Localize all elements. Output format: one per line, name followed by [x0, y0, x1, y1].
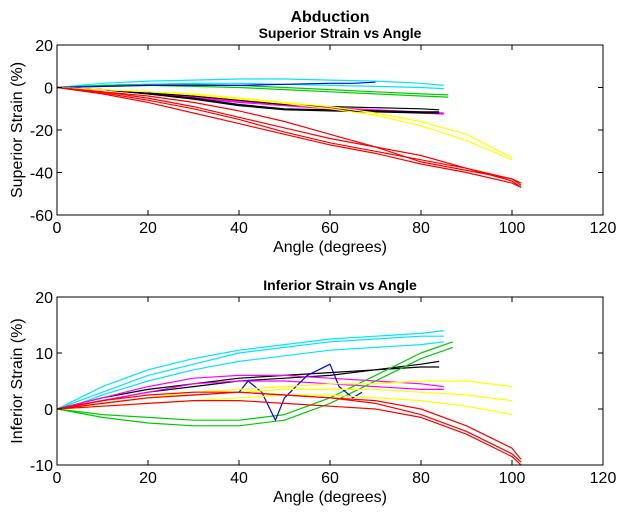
superior-strain-axes: Superior Strain vs Angle 0 20 40 60 80 100 120 2…	[9, 25, 616, 256]
figure-title: Abduction	[290, 9, 369, 26]
inferior-y-tick-label: -10	[30, 458, 53, 475]
superior-x-tick-label: 100	[499, 220, 526, 237]
inferior-series-group	[57, 330, 522, 465]
superior-axes-box	[56, 44, 604, 216]
inferior-series-line-16	[57, 400, 522, 465]
inferior-series-line-2	[57, 335, 444, 410]
inferior-series-line-14	[57, 391, 522, 463]
inferior-x-tick-label: 80	[412, 470, 430, 487]
inferior-series-line-9	[57, 346, 453, 427]
superior-series-line-1	[57, 78, 444, 89]
inferior-series-line-3	[57, 341, 444, 410]
superior-series-line-12	[57, 86, 513, 161]
superior-y-axis-label: Superior Strain (%)	[9, 62, 26, 198]
inferior-y-axis-label: Inferior Strain (%)	[9, 318, 26, 443]
inferior-x-axis-label: Angle (degrees)	[273, 489, 387, 506]
superior-series-line-15	[57, 86, 522, 184]
inferior-series-line-15	[57, 391, 522, 460]
inferior-axes-box	[56, 296, 604, 466]
superior-x-tick-label: 0	[53, 220, 62, 237]
superior-y-tick-label: 20	[35, 38, 53, 55]
superior-series-group	[57, 78, 522, 188]
superior-y-tick-label: -40	[30, 166, 53, 183]
superior-series-line-4	[57, 83, 449, 96]
inferior-chart-title: Inferior Strain vs Angle	[263, 277, 417, 293]
superior-y-tick-label: -20	[30, 123, 53, 140]
inferior-series-line-7	[57, 380, 444, 410]
superior-y-tick-label: -60	[30, 208, 53, 225]
superior-x-tick-label: 60	[321, 220, 339, 237]
inferior-x-tick-label: 120	[590, 470, 617, 487]
inferior-y-tick-label: 20	[35, 290, 53, 307]
superior-x-tick-label: 80	[412, 220, 430, 237]
superior-chart-title: Superior Strain vs Angle	[259, 25, 422, 41]
superior-x-tick-label: 120	[590, 220, 617, 237]
inferior-x-tick-label: 60	[321, 470, 339, 487]
superior-series-line-16	[57, 86, 522, 186]
inferior-x-tick-label: 100	[499, 470, 526, 487]
inferior-y-tick-label: 10	[35, 346, 53, 363]
inferior-y-tick-label: 0	[44, 402, 53, 419]
inferior-x-tick-label: 0	[53, 470, 62, 487]
superior-x-axis-label: Angle (degrees)	[273, 239, 387, 256]
superior-y-tick-label: 0	[44, 81, 53, 98]
inferior-series-line-1	[57, 330, 444, 410]
inferior-series-line-8	[57, 341, 453, 421]
inferior-x-tick-label: 40	[230, 470, 248, 487]
inferior-series-line-4	[57, 366, 440, 410]
superior-series-line-13	[57, 86, 522, 188]
superior-series-line-5	[57, 81, 376, 89]
superior-x-tick-label: 40	[230, 220, 248, 237]
superior-x-tick-label: 20	[139, 220, 157, 237]
inferior-x-tick-label: 20	[139, 470, 157, 487]
